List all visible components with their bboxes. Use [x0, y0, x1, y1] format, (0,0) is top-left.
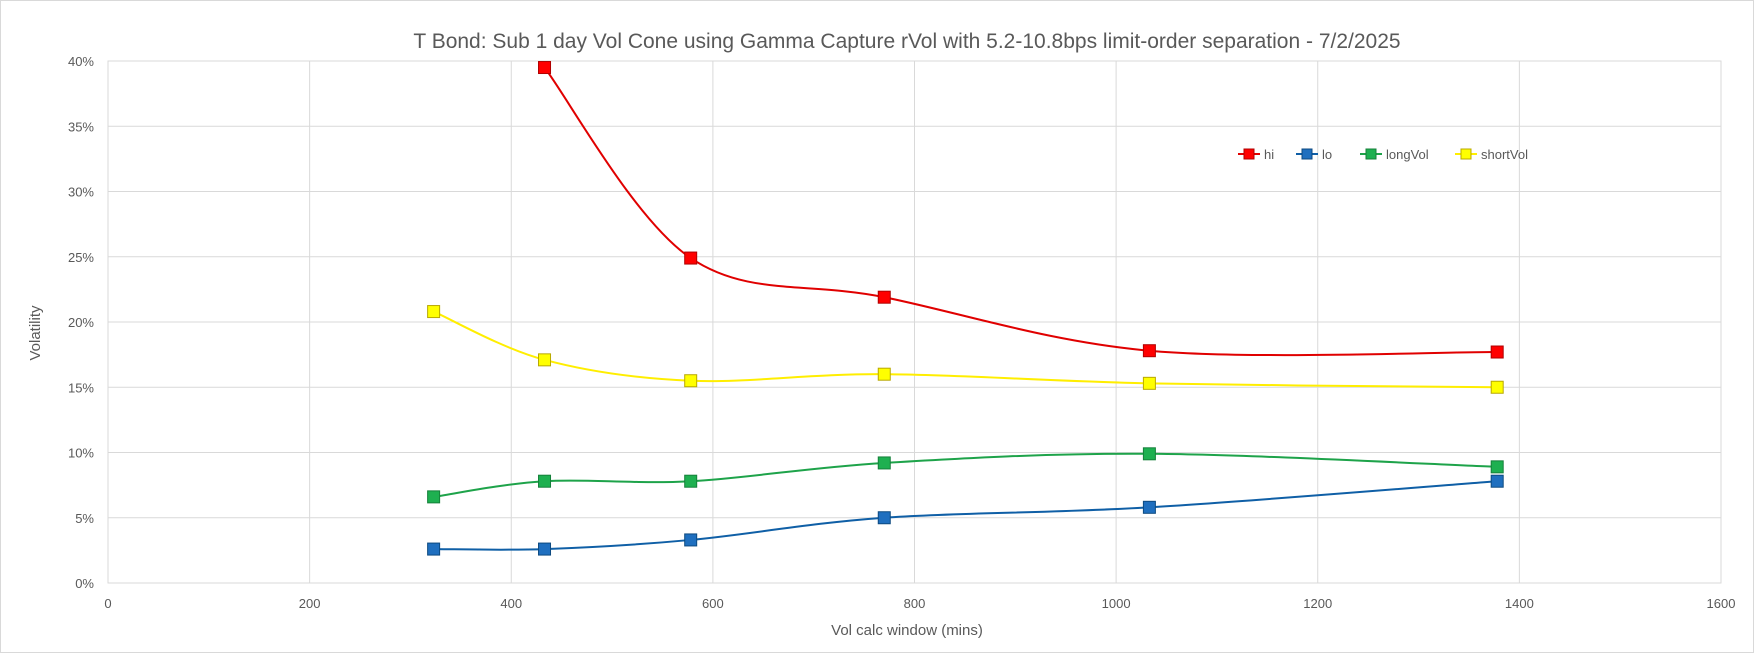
- data-point-hi: [538, 61, 552, 75]
- series-line-longVol: [433, 452, 1498, 498]
- legend-marker-lo: [1301, 148, 1313, 160]
- data-point-lo: [684, 533, 698, 547]
- y-tick-label: 35%: [68, 119, 94, 134]
- y-tick-label: 0%: [75, 576, 94, 591]
- y-tick-label: 10%: [68, 446, 94, 461]
- data-point-longVol: [877, 456, 891, 470]
- x-tick-label: 1400: [1505, 596, 1534, 611]
- data-point-longVol: [684, 474, 698, 488]
- data-point-lo: [1490, 474, 1504, 488]
- plot-area-border: [107, 60, 1722, 584]
- y-tick-label: 15%: [68, 380, 94, 395]
- series-line-hi: [543, 66, 1498, 357]
- x-tick-label: 0: [104, 596, 111, 611]
- gridlines: [107, 60, 1722, 584]
- legend-label-hi: hi: [1264, 147, 1274, 162]
- data-point-shortVol: [538, 353, 552, 367]
- data-point-shortVol: [1142, 376, 1156, 390]
- data-point-longVol: [427, 490, 441, 504]
- legend-label-lo: lo: [1322, 147, 1332, 162]
- legend: hi lo longVol shortVol: [1238, 147, 1528, 162]
- x-axis-title: Vol calc window (mins): [831, 622, 983, 639]
- data-point-hi: [1490, 345, 1504, 359]
- data-point-hi: [684, 251, 698, 265]
- data-point-lo: [1142, 500, 1156, 514]
- series-markers: [427, 61, 1504, 556]
- y-axis-title: Volatility: [27, 305, 44, 361]
- y-tick-label: 40%: [68, 54, 94, 69]
- series-line-lo: [433, 480, 1498, 551]
- legend-marker-longVol: [1365, 148, 1377, 160]
- data-point-shortVol: [877, 367, 891, 381]
- legend-label-shortVol: shortVol: [1481, 147, 1528, 162]
- legend-label-longVol: longVol: [1386, 147, 1429, 162]
- tick-labels: 0% 5% 10% 15% 20% 25% 30% 35% 40% 0 200 400 600 800 10…: [68, 54, 1735, 611]
- y-tick-label: 30%: [68, 185, 94, 200]
- chart-title: T Bond: Sub 1 day Vol Cone using Gamma C…: [413, 30, 1400, 53]
- legend-marker-hi: [1243, 148, 1255, 160]
- series-lines: [433, 66, 1498, 551]
- data-point-shortVol: [1490, 380, 1504, 394]
- data-point-lo: [877, 511, 891, 525]
- x-tick-label: 800: [904, 596, 926, 611]
- data-point-shortVol: [684, 374, 698, 388]
- data-point-hi: [1142, 344, 1156, 358]
- data-point-longVol: [538, 474, 552, 488]
- data-point-longVol: [1490, 460, 1504, 474]
- x-tick-label: 1000: [1102, 596, 1131, 611]
- data-point-shortVol: [427, 305, 441, 319]
- y-tick-label: 5%: [75, 511, 94, 526]
- y-tick-label: 25%: [68, 250, 94, 265]
- data-point-lo: [427, 542, 441, 556]
- series-line-shortVol: [433, 310, 1498, 389]
- y-tick-label: 20%: [68, 315, 94, 330]
- x-tick-label: 400: [500, 596, 522, 611]
- legend-marker-shortVol: [1460, 148, 1472, 160]
- x-tick-label: 1600: [1707, 596, 1736, 611]
- data-point-lo: [538, 542, 552, 556]
- x-tick-label: 600: [702, 596, 724, 611]
- x-tick-label: 200: [299, 596, 321, 611]
- data-point-longVol: [1142, 447, 1156, 461]
- data-point-hi: [877, 290, 891, 304]
- x-tick-label: 1200: [1303, 596, 1332, 611]
